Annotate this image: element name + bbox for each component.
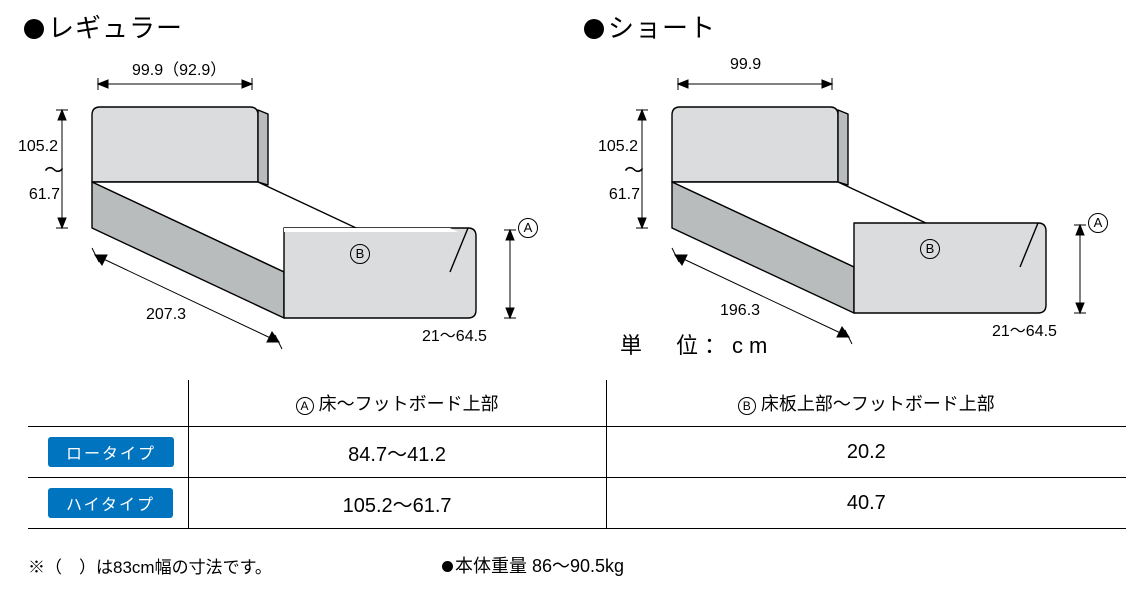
title-short-text: ショート xyxy=(608,13,716,43)
bed-svg xyxy=(600,52,1120,352)
dim-tilde: 〜 xyxy=(44,166,64,176)
title-short: ショート xyxy=(584,8,716,45)
dim-h-lower: 61.7 xyxy=(20,186,60,204)
unit-label: 単 位：cm xyxy=(620,328,773,360)
table-cell: 105.2～61.7 xyxy=(188,478,606,529)
bed-svg xyxy=(20,52,540,352)
table-cell: 84.7～41.2 xyxy=(188,427,606,478)
table-row-type: ロータイプ xyxy=(28,427,188,478)
footnote: ※（ ）は83cm幅の寸法です。 xyxy=(28,553,272,578)
table-cell: 20.2 xyxy=(606,427,1126,478)
dimension-table: A 床～フットボード上部 B 床板上部～フットボード上部 ロータイプ 84.7～… xyxy=(28,380,1126,529)
table-row-type: ハイタイプ xyxy=(28,478,188,529)
table-head-empty xyxy=(28,380,188,427)
table-head-b: B 床板上部～フットボード上部 xyxy=(606,380,1126,427)
badge-b: B xyxy=(920,239,940,259)
table-cell: 40.7 xyxy=(606,478,1126,529)
table-head-a: A 床～フットボード上部 xyxy=(188,380,606,427)
dim-foot: 21～64.5 xyxy=(422,322,487,346)
dim-tilde: 〜 xyxy=(624,166,644,176)
dim-top-width: 99.9 xyxy=(730,56,761,74)
bed-short: 99.9 105.2 〜 61.7 196.3 A B 21～64.5 xyxy=(600,52,1120,352)
dim-length: 207.3 xyxy=(146,306,186,324)
dim-h-upper: 105.2 xyxy=(598,138,638,156)
dim-h-lower: 61.7 xyxy=(600,186,640,204)
title-regular-text: レギュラー xyxy=(48,13,183,43)
badge-a: A xyxy=(518,218,538,238)
bullet-icon xyxy=(442,561,453,572)
title-regular: レギュラー xyxy=(24,8,183,45)
dim-top-width: 99.9（92.9） xyxy=(132,56,226,80)
badge-b: B xyxy=(350,244,370,264)
dim-foot: 21～64.5 xyxy=(992,317,1057,341)
dim-h-upper: 105.2 xyxy=(18,138,58,156)
badge-a: A xyxy=(1088,213,1108,233)
bullet-icon xyxy=(584,19,604,39)
bullet-icon xyxy=(24,19,44,39)
bed-regular: 99.9（92.9） 105.2 〜 61.7 207.3 A B 21～64.… xyxy=(20,52,540,352)
dim-length: 196.3 xyxy=(720,302,760,320)
weight-note: 本体重量 86～90.5kg xyxy=(442,552,624,578)
